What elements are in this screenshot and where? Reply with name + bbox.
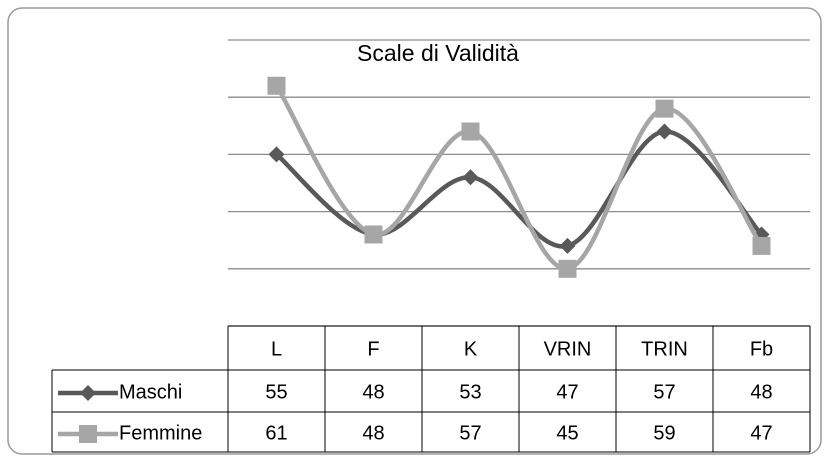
marker bbox=[655, 99, 674, 118]
table-value: 61 bbox=[265, 422, 287, 444]
marker bbox=[461, 122, 480, 141]
series-line bbox=[274, 84, 764, 272]
table-value: 55 bbox=[265, 381, 287, 403]
x-tick-label: VRIN bbox=[544, 338, 592, 360]
table-value: 47 bbox=[750, 422, 772, 444]
x-tick-label: K bbox=[464, 338, 478, 360]
marker bbox=[364, 225, 383, 244]
table-value: 59 bbox=[653, 422, 675, 444]
marker bbox=[656, 123, 673, 140]
table-value: 57 bbox=[459, 422, 481, 444]
legend-label: Femmine bbox=[119, 422, 202, 444]
marker bbox=[462, 169, 479, 186]
table-value: 53 bbox=[459, 381, 481, 403]
table-value: 57 bbox=[653, 381, 675, 403]
marker bbox=[267, 76, 286, 95]
table-value: 48 bbox=[362, 422, 384, 444]
marker bbox=[558, 259, 577, 278]
x-tick-label: F bbox=[367, 338, 379, 360]
legend-marker bbox=[80, 385, 96, 401]
table-value: 47 bbox=[556, 381, 578, 403]
legend-label: Maschi bbox=[119, 381, 182, 403]
chart-title: Scale di Validità bbox=[357, 40, 519, 66]
marker bbox=[752, 236, 771, 255]
x-tick-label: TRIN bbox=[641, 338, 688, 360]
table-value: 48 bbox=[750, 381, 772, 403]
marker bbox=[268, 146, 285, 163]
table-value: 48 bbox=[362, 381, 384, 403]
table-value: 45 bbox=[556, 422, 578, 444]
legend-marker bbox=[79, 425, 97, 443]
marker bbox=[559, 237, 576, 254]
chart-border bbox=[7, 7, 822, 455]
x-tick-label: Fb bbox=[750, 338, 773, 360]
x-tick-label: L bbox=[271, 338, 282, 360]
